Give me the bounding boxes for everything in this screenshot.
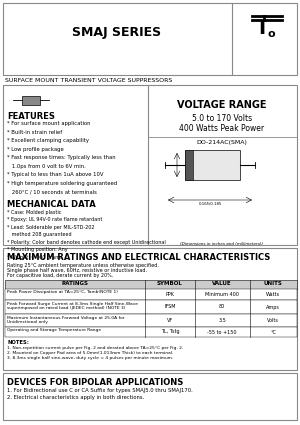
Text: * Typical to less than 1uA above 10V: * Typical to less than 1uA above 10V <box>7 172 103 177</box>
Bar <box>185 150 240 180</box>
Bar <box>3 373 297 420</box>
Text: RATINGS: RATINGS <box>61 281 88 286</box>
Text: SMAJ SERIES: SMAJ SERIES <box>72 26 162 39</box>
Text: UNITS: UNITS <box>264 281 282 286</box>
Bar <box>3 3 297 75</box>
Text: superimposed on rated load (JEDEC method) (NOTE 3): superimposed on rated load (JEDEC method… <box>7 306 125 311</box>
Bar <box>5 327 297 337</box>
Text: * Built-in strain relief: * Built-in strain relief <box>7 130 62 134</box>
Text: 2. Mounted on Copper Pad area of 5.0mm(1.013mm Thick) to each terminal.: 2. Mounted on Copper Pad area of 5.0mm(1… <box>7 351 173 355</box>
Text: FEATURES: FEATURES <box>7 112 55 121</box>
Text: 1. For Bidirectional use C or CA Suffix for types SMAJ5.0 thru SMAJ170.: 1. For Bidirectional use C or CA Suffix … <box>7 388 193 393</box>
Text: I: I <box>258 19 265 37</box>
Bar <box>5 300 297 314</box>
Text: 5.0 to 170 Volts: 5.0 to 170 Volts <box>192 114 252 123</box>
Text: * Epoxy: UL 94V-0 rate flame retardant: * Epoxy: UL 94V-0 rate flame retardant <box>7 217 102 222</box>
Text: 400 Watts Peak Power: 400 Watts Peak Power <box>179 124 265 133</box>
Text: Volts: Volts <box>267 318 279 323</box>
Bar <box>22 96 40 105</box>
Text: Minimum 400: Minimum 400 <box>205 292 239 297</box>
Bar <box>5 314 297 327</box>
Text: * Fast response times: Typically less than: * Fast response times: Typically less th… <box>7 155 116 160</box>
Text: MECHANICAL DATA: MECHANICAL DATA <box>7 199 96 209</box>
Text: VF: VF <box>167 318 173 323</box>
Text: * Case: Molded plastic: * Case: Molded plastic <box>7 210 62 215</box>
Text: For capacitive load, derate current by 20%.: For capacitive load, derate current by 2… <box>7 273 113 278</box>
Bar <box>3 248 297 370</box>
Text: °C: °C <box>270 329 276 334</box>
Text: * Polarity: Color band denotes cathode end except Unidirectional: * Polarity: Color band denotes cathode e… <box>7 240 166 244</box>
Text: method 208 guaranteed: method 208 guaranteed <box>7 232 72 237</box>
Text: Peak Forward Surge Current at 8.3ms Single Half Sine-Wave: Peak Forward Surge Current at 8.3ms Sing… <box>7 301 138 306</box>
Text: 260°C / 10 seconds at terminals: 260°C / 10 seconds at terminals <box>7 189 97 194</box>
Text: * Excellent clamping capability: * Excellent clamping capability <box>7 138 89 143</box>
Text: VOLTAGE RANGE: VOLTAGE RANGE <box>177 100 267 110</box>
Text: 3.5: 3.5 <box>218 318 226 323</box>
Text: (Dimensions in inches and (millimeters)): (Dimensions in inches and (millimeters)) <box>180 242 264 246</box>
Text: * Mounting position: Any: * Mounting position: Any <box>7 247 68 252</box>
Text: * Weight: 0.060 grams: * Weight: 0.060 grams <box>7 255 62 260</box>
Text: 3. 8.3ms single half sine-wave, duty cycle = 4 pulses per minute maximum.: 3. 8.3ms single half sine-wave, duty cyc… <box>7 356 173 360</box>
Bar <box>3 85 297 245</box>
Text: * Low profile package: * Low profile package <box>7 147 64 151</box>
Text: 2. Electrical characteristics apply in both directions.: 2. Electrical characteristics apply in b… <box>7 395 144 400</box>
Text: Maximum Instantaneous Forward Voltage at 25.0A for: Maximum Instantaneous Forward Voltage at… <box>7 315 124 320</box>
Text: o: o <box>268 29 276 39</box>
Text: 0.165/0.185: 0.165/0.185 <box>198 202 222 206</box>
Text: Rating 25°C ambient temperature unless otherwise specified.: Rating 25°C ambient temperature unless o… <box>7 263 159 268</box>
Text: SYMBOL: SYMBOL <box>157 281 183 286</box>
Text: * High temperature soldering guaranteed: * High temperature soldering guaranteed <box>7 181 117 185</box>
Text: MAXIMUM RATINGS AND ELECTRICAL CHARACTERISTICS: MAXIMUM RATINGS AND ELECTRICAL CHARACTER… <box>7 253 270 262</box>
Text: PPK: PPK <box>166 292 175 297</box>
Text: IFSM: IFSM <box>164 304 176 309</box>
Text: DO-214AC(SMA): DO-214AC(SMA) <box>196 140 247 145</box>
Bar <box>5 289 297 300</box>
Text: Single phase half wave, 60Hz, resistive or inductive load.: Single phase half wave, 60Hz, resistive … <box>7 268 147 273</box>
Bar <box>185 150 193 180</box>
Text: 80: 80 <box>219 304 225 309</box>
Text: * For surface mount application: * For surface mount application <box>7 121 91 126</box>
Text: Watts: Watts <box>266 292 280 297</box>
Text: Peak Power Dissipation at TA=25°C, Tamb(NOTE 1): Peak Power Dissipation at TA=25°C, Tamb(… <box>7 291 118 295</box>
Text: Amps: Amps <box>266 304 280 309</box>
Text: 1. Non-repetition current pulse per Fig. 2 and derated above TA=25°C per Fig. 2.: 1. Non-repetition current pulse per Fig.… <box>7 346 183 350</box>
Text: * Lead: Solderable per MIL-STD-202: * Lead: Solderable per MIL-STD-202 <box>7 224 94 230</box>
Text: TL, Tstg: TL, Tstg <box>161 329 179 334</box>
Text: NOTES:: NOTES: <box>7 340 29 345</box>
Text: Operating and Storage Temperature Range: Operating and Storage Temperature Range <box>7 329 101 332</box>
Text: DEVICES FOR BIPOLAR APPLICATIONS: DEVICES FOR BIPOLAR APPLICATIONS <box>7 378 183 387</box>
Text: SURFACE MOUNT TRANSIENT VOLTAGE SUPPRESSORS: SURFACE MOUNT TRANSIENT VOLTAGE SUPPRESS… <box>5 78 172 83</box>
Bar <box>5 280 297 289</box>
Text: 1.0ps from 0 volt to 6V min.: 1.0ps from 0 volt to 6V min. <box>7 164 86 168</box>
Text: -55 to +150: -55 to +150 <box>207 329 237 334</box>
Text: VALUE: VALUE <box>212 281 232 286</box>
Text: Unidirectional only: Unidirectional only <box>7 320 48 325</box>
